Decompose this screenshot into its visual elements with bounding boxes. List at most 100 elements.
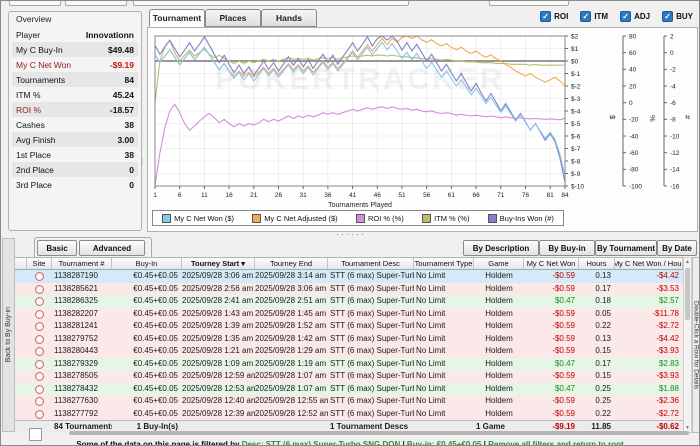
legend-swatch [162, 214, 171, 223]
overview-label: 3rd Place [16, 180, 52, 190]
tab-hands[interactable]: Hands [261, 9, 317, 27]
column-header-buyin[interactable]: Buy-In [112, 258, 182, 269]
cell-start: 2025/09/28 1:43 am [182, 308, 255, 321]
splitter-handle[interactable]: ······ [321, 230, 381, 238]
filter-link[interactable]: Desc: STT (6 max) Super-Turbo SNG DON [242, 440, 401, 446]
filter-link[interactable]: Buy-in: €0.45+€0.05 [407, 440, 481, 446]
cell-perhour: $2.83 [615, 358, 683, 371]
overview-label: 1st Place [16, 150, 51, 160]
cell-site [27, 295, 52, 308]
back-to-by-buyin-strip[interactable]: Back to By Buy-in [2, 238, 15, 432]
table-row[interactable]: 1138287190€0.45+€0.052025/09/28 3:06 am2… [15, 270, 683, 283]
cell-start: 2025/09/28 2:41 am [182, 295, 255, 308]
checkbox-label: ADJ [634, 12, 650, 21]
column-header-type[interactable]: Tournament Type [414, 258, 474, 269]
cell-type: No Limit [414, 345, 474, 358]
column-header-desc[interactable]: Tournament Desc [328, 258, 414, 269]
overview-label: ROI % [16, 105, 41, 115]
svg-text:$-4: $-4 [571, 108, 581, 115]
panel-resize-grip[interactable]: ⁞ [141, 161, 143, 164]
cell-buyin: €0.45+€0.05 [112, 283, 182, 296]
table-row[interactable]: 1138277630€0.45+€0.052025/09/28 12:40 am… [15, 395, 683, 408]
cell-hours: 0.17 [579, 358, 615, 371]
button-by-tournament[interactable]: By Tournament [595, 240, 657, 256]
filter-link[interactable]: Remove all filters and return to root [488, 440, 624, 446]
overview-rows: PlayerInnovationnMy C Buy-In$49.48My C N… [12, 27, 138, 192]
column-header-perhour[interactable]: My C Net Won / Hour [615, 258, 683, 269]
double-click-hint-strip: Double-Click a Row for Details [692, 257, 700, 433]
column-header-num[interactable]: Tournament # [52, 258, 112, 269]
table-row[interactable]: 1138281241€0.45+€0.052025/09/28 1:39 am2… [15, 320, 683, 333]
table-row[interactable]: 1138279752€0.45+€0.052025/09/28 1:35 am2… [15, 333, 683, 346]
site-icon [35, 285, 44, 294]
tab-places[interactable]: Places [205, 9, 261, 27]
checkbox-roi[interactable]: ✓ROI [540, 11, 568, 22]
cell-num: 1138278432 [52, 383, 112, 396]
cell-start: 2025/09/28 1:39 am [182, 320, 255, 333]
checkbox-icon: ✓ [662, 11, 673, 22]
table-row[interactable]: 1138280443€0.45+€0.052025/09/28 1:21 am2… [15, 345, 683, 358]
column-header-handle[interactable] [15, 258, 27, 269]
svg-text:1: 1 [153, 192, 157, 199]
table-row[interactable]: 1138285621€0.45+€0.052025/09/28 2:56 am2… [15, 283, 683, 296]
overview-row: 2nd Place0 [12, 162, 138, 177]
cell-site [27, 408, 52, 421]
cell-handle [15, 333, 27, 346]
column-header-start[interactable]: Tourney Start ▾ [182, 258, 255, 269]
svg-text:$-1: $-1 [571, 71, 581, 78]
cell-type: No Limit [414, 308, 474, 321]
cell-end: 2025/09/28 1:52 am [255, 320, 328, 333]
table-row[interactable]: 1138279329€0.45+€0.052025/09/28 1:09 am2… [15, 358, 683, 371]
table-scrollbar[interactable]: ▲ ▼ [683, 257, 692, 433]
overview-label: 2nd Place [16, 165, 54, 175]
checkbox-adj[interactable]: ✓ADJ [620, 11, 650, 22]
table-row[interactable]: 1138277792€0.45+€0.052025/09/28 12:39 am… [15, 408, 683, 421]
button-basic[interactable]: Basic [37, 240, 77, 256]
status-separator: | [400, 440, 407, 446]
tab-tournament[interactable]: Tournament [149, 9, 205, 27]
cell-game: Holdem [474, 395, 524, 408]
table-row[interactable]: 1138286325€0.45+€0.052025/09/28 2:41 am2… [15, 295, 683, 308]
column-header-game[interactable]: Game [474, 258, 524, 269]
checkbox-itm[interactable]: ✓ITM [580, 11, 608, 22]
overview-value: Innovationn [86, 30, 134, 40]
scroll-up-icon[interactable]: ▲ [684, 258, 691, 266]
overview-row: My C Net Won-$9.19 [12, 57, 138, 72]
cell-end: 2025/09/28 3:06 am [255, 283, 328, 296]
cell-buyin: €0.45+€0.05 [112, 295, 182, 308]
cell-buyin: €0.45+€0.05 [112, 270, 182, 283]
svg-text:%: % [648, 115, 657, 122]
overview-label: Cashes [16, 120, 45, 130]
cell-type: No Limit [414, 383, 474, 396]
button-by-description[interactable]: By Description [463, 240, 539, 256]
table-row[interactable]: 1138278505€0.45+€0.052025/09/28 12:59 am… [15, 370, 683, 383]
cell-desc: STT (6 max) Super-Turbo [328, 295, 414, 308]
cell-num: 1138285621 [52, 283, 112, 296]
cell-desc: STT (6 max) Super-Turbo [328, 270, 414, 283]
cell-handle [15, 383, 27, 396]
horizontal-scrollbar[interactable] [69, 431, 689, 435]
top-tab-fragment [9, 1, 61, 6]
overview-panel: Overview PlayerInnovationnMy C Buy-In$49… [8, 11, 142, 231]
checkbox-buy[interactable]: ✓BUY [662, 11, 693, 22]
cell-end: 2025/09/28 2:51 am [255, 295, 328, 308]
svg-text:66: 66 [472, 192, 480, 199]
column-header-end[interactable]: Tourney End [255, 258, 328, 269]
overview-row: 1st Place38 [12, 147, 138, 162]
cell-site [27, 345, 52, 358]
button-by-buy-in[interactable]: By Buy-in [539, 240, 595, 256]
column-header-net[interactable]: My C Net Won [524, 258, 579, 269]
cell-handle [15, 295, 27, 308]
cell-perhour: -$3.93 [615, 345, 683, 358]
scrollbar-thumb[interactable] [685, 268, 690, 320]
table-row[interactable]: 1138282207€0.45+€0.052025/09/28 1:43 am2… [15, 308, 683, 321]
table-row[interactable]: 1138278432€0.45+€0.052025/09/28 12:53 am… [15, 383, 683, 396]
column-header-site[interactable]: Site [27, 258, 52, 269]
cell-end: 2025/09/28 1:29 am [255, 345, 328, 358]
column-header-hours[interactable]: Hours [579, 258, 615, 269]
cell-desc: STT (6 max) Super-Turbo [328, 308, 414, 321]
cell-game: Holdem [474, 370, 524, 383]
button-by-date[interactable]: By Date [657, 240, 697, 256]
button-advanced[interactable]: Advanced [79, 240, 145, 256]
cell-start: 2025/09/28 12:40 am [182, 395, 255, 408]
